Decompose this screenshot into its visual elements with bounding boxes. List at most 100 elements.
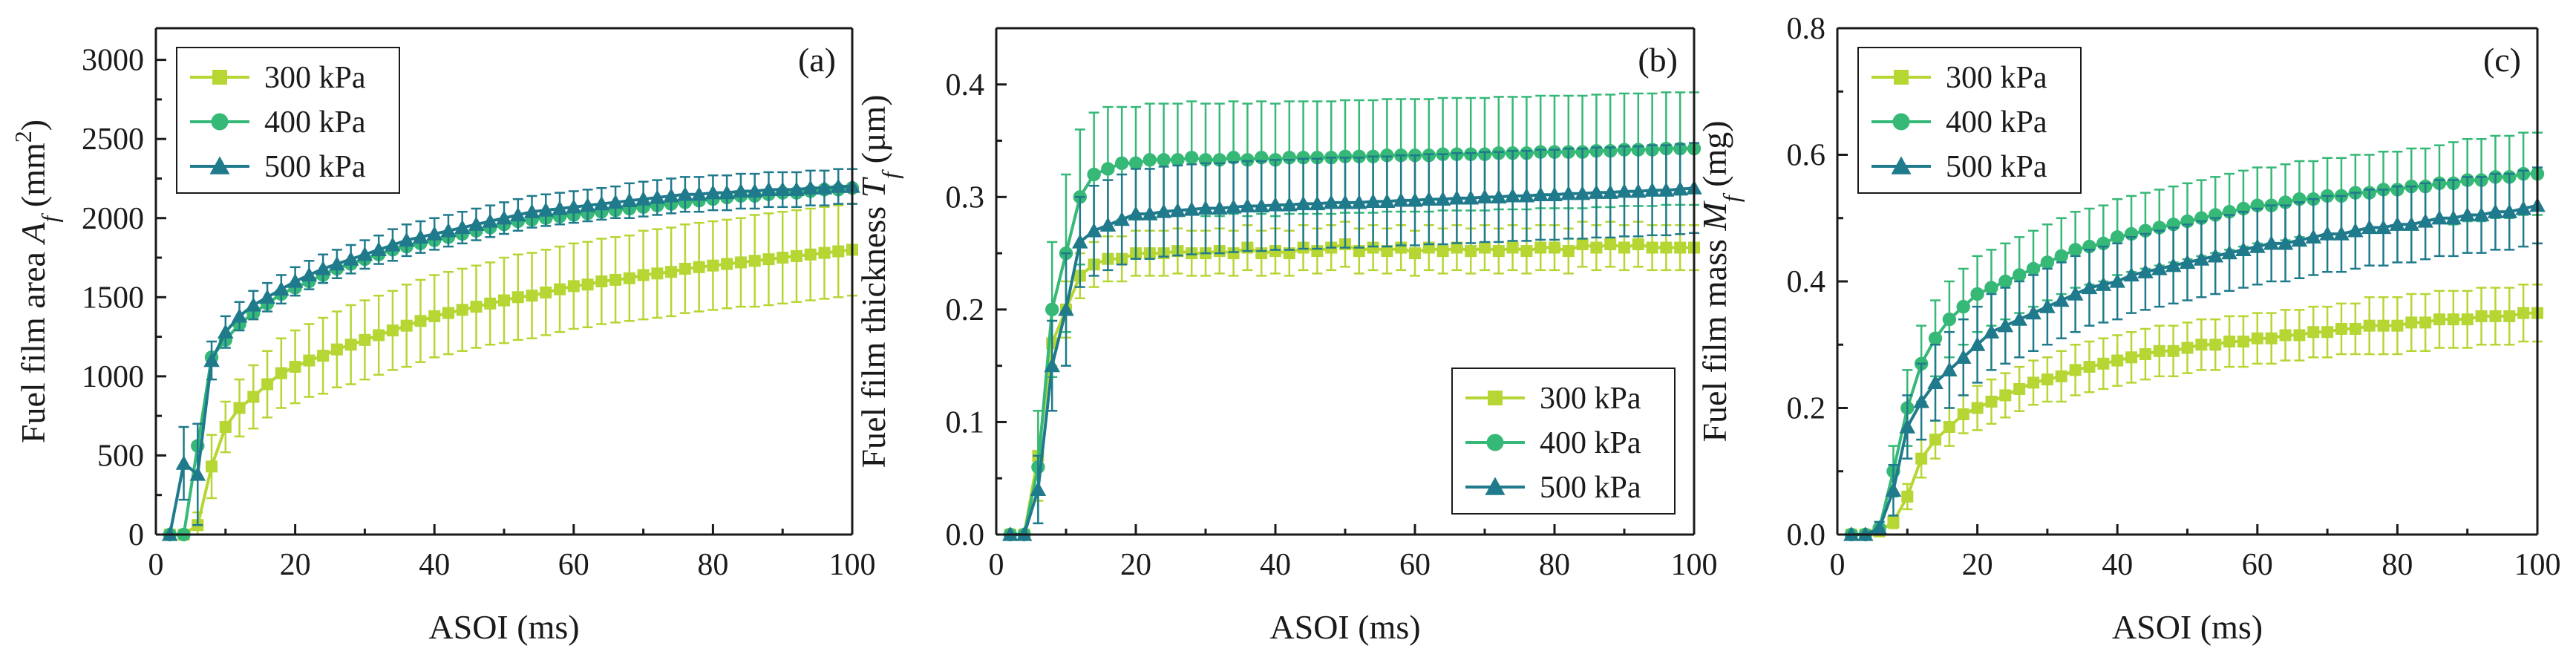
- data-point: [1956, 299, 1970, 314]
- data-point: [2067, 286, 2084, 301]
- data-point: [566, 199, 582, 214]
- panel-b-plot-area: 0 20 40 60 80 100 0.0 0.1 0.2 0.3 0.4: [946, 27, 1718, 582]
- data-point: [607, 194, 624, 209]
- data-point: [649, 189, 666, 204]
- data-point: [1887, 515, 1900, 528]
- data-point: [273, 281, 290, 296]
- data-point: [1632, 238, 1644, 250]
- data-point: [1955, 349, 1972, 364]
- data-point: [2249, 238, 2266, 253]
- data-point: [1296, 151, 1310, 165]
- data-point: [1338, 149, 1353, 163]
- data-point: [2139, 348, 2151, 361]
- data-point: [523, 203, 540, 218]
- data-point: [1030, 481, 1047, 497]
- data-point: [707, 259, 719, 272]
- data-point: [1409, 247, 1421, 260]
- data-point: [830, 178, 847, 193]
- data-point: [1534, 241, 1547, 254]
- data-point: [2207, 248, 2224, 263]
- data-point: [1957, 408, 1969, 421]
- data-point: [2419, 316, 2432, 329]
- data-point: [760, 181, 777, 197]
- panel-b-y-axis-label: Fuel film thickness Tf (µm): [854, 94, 903, 468]
- data-point: [2039, 298, 2056, 313]
- data-point: [2391, 319, 2404, 332]
- data-point: [1072, 234, 1088, 249]
- legend-label-400: 400 kPa: [264, 105, 366, 140]
- x-tick-label: 60: [2242, 548, 2273, 582]
- data-point: [690, 186, 707, 201]
- y-tick-label: 0.1: [946, 405, 985, 440]
- data-point: [623, 272, 635, 284]
- data-point: [454, 219, 471, 235]
- data-point: [2501, 203, 2518, 218]
- data-point: [2013, 382, 2026, 395]
- legend-marker: [1894, 70, 1909, 85]
- data-point: [261, 378, 274, 391]
- data-point: [554, 283, 566, 295]
- series-line: [169, 186, 853, 536]
- data-point: [2433, 313, 2445, 326]
- data-point: [175, 455, 192, 470]
- data-point: [1477, 189, 1493, 203]
- data-point: [2321, 326, 2334, 339]
- data-point: [2011, 311, 2027, 326]
- data-point: [2125, 351, 2138, 364]
- data-point: [1983, 324, 2000, 339]
- data-point: [344, 339, 357, 351]
- data-point: [581, 278, 594, 291]
- data-point: [2123, 267, 2139, 282]
- data-point: [2235, 241, 2252, 257]
- data-point: [2165, 257, 2182, 272]
- y-tick-label: 0.0: [946, 518, 985, 552]
- data-point: [2209, 339, 2222, 351]
- data-point: [1941, 362, 1958, 376]
- data-point: [1451, 241, 1463, 254]
- data-point: [663, 188, 679, 203]
- data-point: [2389, 216, 2406, 231]
- ylabel-close: ): [14, 120, 52, 131]
- data-point: [774, 181, 791, 197]
- data-point: [1227, 247, 1240, 260]
- data-point: [428, 310, 441, 322]
- x-tick-label: 20: [280, 548, 311, 582]
- series-line: [1851, 172, 2537, 536]
- data-point: [2347, 223, 2364, 238]
- data-point: [1183, 201, 1200, 216]
- data-point: [677, 186, 693, 201]
- y-tick-label: 0.6: [1787, 139, 1826, 173]
- x-tick-label: 100: [2514, 548, 2561, 582]
- data-point: [1479, 241, 1491, 254]
- data-point: [2473, 206, 2490, 222]
- legend-label-500: 500 kPa: [264, 150, 366, 184]
- y-tick-label: 0.4: [1787, 265, 1826, 299]
- panel-a-legend: 300 kPa 400 kPa 500 kPa: [176, 47, 400, 194]
- panel-c-plot-area: 0 20 40 60 80 100 0.0 0.2 0.4 0.6 0.8: [1787, 12, 2561, 582]
- data-point: [818, 246, 831, 259]
- data-point: [832, 245, 845, 258]
- data-point: [303, 354, 316, 367]
- data-point: [356, 246, 373, 261]
- panel-a-y-axis-label: Fuel film area Af (mm2): [10, 120, 63, 443]
- data-point: [705, 184, 722, 200]
- data-point: [442, 307, 454, 319]
- panel-c-legend: 300 kPa 400 kPa 500 kPa: [1857, 47, 2082, 194]
- data-point: [537, 202, 555, 217]
- series-500-kpa: [1002, 142, 1702, 541]
- y-tick-label: 0.0: [1787, 518, 1826, 552]
- data-point: [2293, 329, 2306, 342]
- data-point: [482, 213, 499, 228]
- data-point: [2251, 332, 2263, 344]
- data-point: [1462, 190, 1479, 205]
- data-point: [2447, 313, 2459, 326]
- data-point: [1518, 188, 1535, 203]
- data-point: [2223, 335, 2236, 347]
- legend-marker: [211, 113, 229, 131]
- data-point: [2333, 226, 2350, 241]
- data-point: [1660, 241, 1673, 254]
- data-point: [2277, 235, 2294, 250]
- data-point: [1295, 195, 1312, 211]
- data-point: [1185, 151, 1199, 165]
